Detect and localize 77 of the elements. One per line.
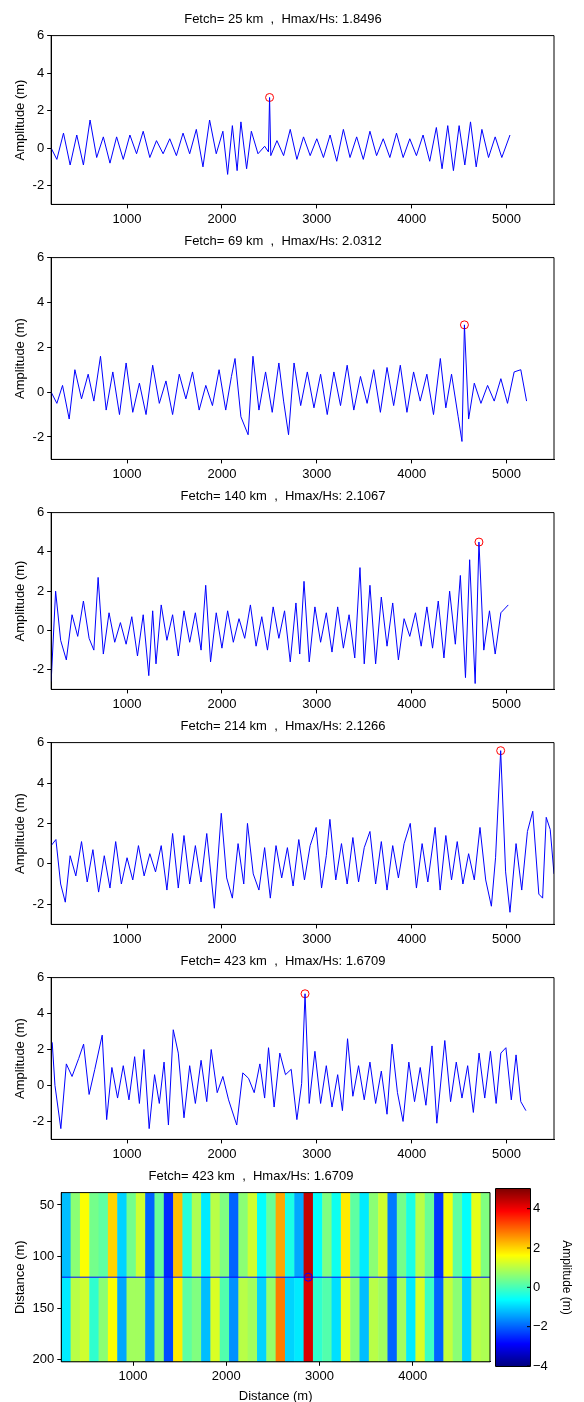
- chart-title: Fetch= 25 km , Hmax/Hs: 1.8496: [184, 11, 382, 27]
- x-tick-label: 3000: [304, 1368, 334, 1384]
- y-tick-label: 2: [36, 1041, 45, 1057]
- x-tick-label: 5000: [492, 465, 522, 481]
- x-tick-label: 3000: [302, 465, 332, 481]
- y-tick-label: 2: [36, 338, 45, 354]
- y-tick-label: -2: [32, 661, 45, 677]
- y-tick-label: 0: [36, 139, 45, 155]
- y-tick-label: 6: [36, 249, 45, 265]
- y-axis-title: Amplitude (m): [12, 793, 28, 874]
- x-tick-label: 3000: [302, 210, 332, 226]
- y-tick-label: 150: [32, 1299, 55, 1315]
- x-axis-title: Distance (m): [238, 1387, 313, 1402]
- y-tick-label: 100: [32, 1248, 55, 1264]
- color-bar-label: −2: [533, 1318, 548, 1334]
- color-bar-label: 4: [533, 1200, 541, 1216]
- y-tick-label: 0: [36, 383, 45, 399]
- color-bar-title: Amplitude (m): [559, 1240, 574, 1315]
- y-axis-title: Amplitude (m): [12, 560, 28, 642]
- x-tick-label: 3000: [302, 1145, 332, 1161]
- x-tick-label: 1000: [112, 210, 142, 226]
- x-tick-label: 2000: [207, 1145, 237, 1161]
- y-tick-label: 4: [36, 64, 45, 80]
- chart-title: Fetch= 214 km , Hmax/Hs: 2.1266: [180, 718, 386, 734]
- y-tick-label: 0: [36, 622, 45, 638]
- chart-title: Fetch= 423 km , Hmax/Hs: 1.6709: [180, 953, 386, 969]
- y-tick-label: 4: [36, 543, 45, 559]
- x-tick-label: 4000: [397, 210, 427, 226]
- y-axis-title: Distance (m): [12, 1240, 28, 1315]
- chart-title: Fetch= 69 km , Hmax/Hs: 2.0312: [184, 233, 382, 249]
- y-tick-label: 4: [36, 1005, 45, 1021]
- x-tick-label: 1000: [112, 1145, 142, 1161]
- y-tick-label: 200: [32, 1351, 55, 1367]
- y-axis-title: Amplitude (m): [12, 1018, 28, 1099]
- x-tick-label: 5000: [492, 930, 522, 946]
- x-tick-label: 4000: [397, 695, 427, 711]
- color-bar-label: 2: [533, 1239, 541, 1255]
- chart-title: Fetch= 423 km , Hmax/Hs: 1.6709: [148, 1168, 354, 1184]
- y-tick-label: 0: [36, 1077, 45, 1093]
- y-tick-label: 2: [36, 102, 45, 118]
- x-tick-label: 4000: [398, 1368, 428, 1384]
- y-tick-label: 6: [36, 734, 45, 750]
- y-tick-label: 0: [36, 855, 45, 871]
- x-tick-label: 1000: [112, 465, 142, 481]
- color-bar-label: 0: [533, 1278, 541, 1294]
- x-tick-label: 4000: [397, 930, 427, 946]
- y-tick-label: 4: [36, 774, 45, 790]
- y-tick-label: -2: [32, 177, 45, 193]
- x-tick-label: 1000: [112, 930, 142, 946]
- x-tick-label: 4000: [397, 1145, 427, 1161]
- x-tick-label: 5000: [492, 1145, 522, 1161]
- x-tick-label: 5000: [492, 695, 522, 711]
- y-axis-title: Amplitude (m): [12, 79, 28, 161]
- color-bar-label: −4: [533, 1357, 548, 1373]
- x-tick-label: 2000: [207, 930, 237, 946]
- x-tick-label: 3000: [302, 695, 332, 711]
- x-tick-label: 2000: [207, 695, 237, 711]
- x-tick-label: 5000: [492, 210, 522, 226]
- y-tick-label: 2: [36, 814, 45, 830]
- x-tick-label: 2000: [207, 465, 237, 481]
- y-tick-label: 6: [36, 969, 45, 985]
- x-tick-label: 1000: [112, 695, 142, 711]
- y-tick-label: -2: [32, 895, 45, 911]
- y-tick-label: 4: [36, 294, 45, 310]
- chart-title: Fetch= 140 km , Hmax/Hs: 2.1067: [180, 488, 386, 504]
- y-tick-label: -2: [32, 428, 45, 444]
- y-tick-label: -2: [32, 1113, 45, 1128]
- x-tick-label: 3000: [302, 930, 332, 946]
- x-tick-label: 2000: [207, 210, 237, 226]
- x-tick-label: 2000: [211, 1368, 241, 1384]
- y-tick-label: 6: [36, 504, 45, 520]
- y-tick-label: 6: [36, 27, 45, 43]
- x-tick-label: 4000: [397, 465, 427, 481]
- y-axis-title: Amplitude (m): [12, 318, 28, 399]
- y-tick-label: 2: [36, 582, 45, 598]
- x-tick-label: 1000: [118, 1368, 148, 1384]
- y-tick-label: 50: [39, 1196, 55, 1212]
